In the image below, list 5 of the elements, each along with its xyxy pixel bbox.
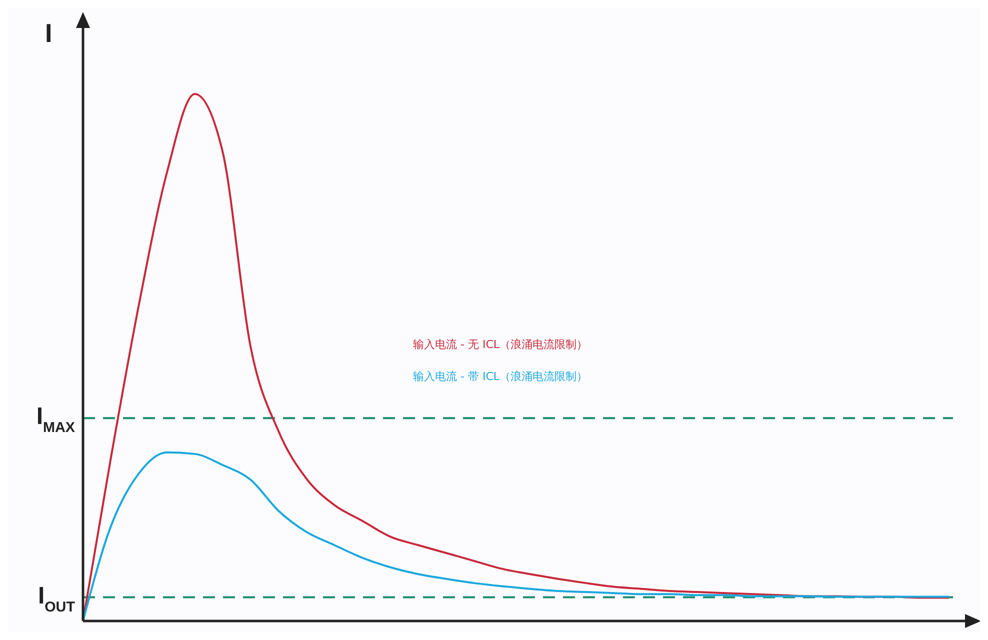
ref-line-label: I$_{MAX}$ (36, 403, 76, 436)
text: 输入电流 - 无 ICL（浪涌电流限制） (413, 338, 588, 351)
ref-line-label: I$_{OUT}$ (38, 582, 76, 616)
y-axis-title: I (45, 18, 52, 48)
text: 输入电流 - 带 ICL（浪涌电流限制） (413, 370, 588, 383)
